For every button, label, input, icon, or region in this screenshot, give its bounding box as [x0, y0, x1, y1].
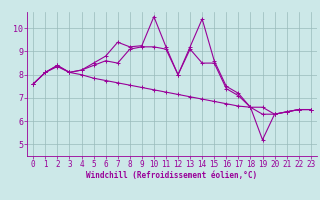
- X-axis label: Windchill (Refroidissement éolien,°C): Windchill (Refroidissement éolien,°C): [86, 171, 258, 180]
